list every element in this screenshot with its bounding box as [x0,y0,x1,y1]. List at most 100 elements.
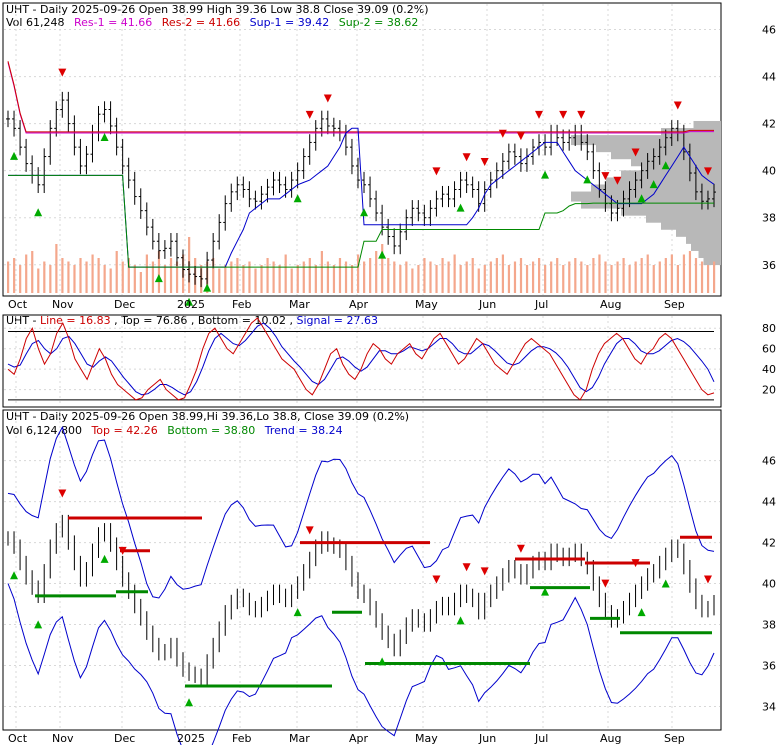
stochastic-panel-marks [4,316,720,406]
sell-arrow [703,167,712,176]
volume-bar [97,258,100,293]
volume-bar [713,261,716,293]
volume-bar [519,258,523,293]
volume-bar [604,261,607,293]
volume-bar [103,265,106,293]
price-legend-sup2: Sup-2 = 38.62 [339,16,419,29]
volume-profile-bar [661,219,721,230]
volume-bar [495,258,498,293]
price-legend-res2: Res-2 = 41.66 [162,16,240,29]
buy-arrow [34,208,43,217]
volume-bar [477,268,480,293]
stoch-legend-signal: Signal = 27.63 [296,314,378,327]
trend-sell-arrow [631,559,640,568]
stoch-legend-prefix: UHT - [6,314,40,327]
stoch-legend-bottom: Bottom = 10.02 [198,314,286,327]
volume-profile-bar [631,156,721,167]
stoch-signal-line [7,322,715,396]
trend-y-tick-label: 46 [762,455,776,468]
price-x-tick-label: Dec [114,298,135,311]
volume-bar [682,254,686,293]
price-y-tick-label: 46 [762,24,776,37]
volume-bar [67,261,70,293]
volume-bar [55,244,58,293]
volume-bar [453,254,456,293]
volume-bar [151,261,155,293]
stoch-legend-sep1: , [114,314,121,327]
price-legend-res1: Res-1 = 41.66 [74,16,152,29]
volume-bar [634,261,637,293]
volume-bar [501,254,505,293]
volume-bar [447,261,450,293]
volume-profile-bar [646,212,721,223]
volume-bar [640,258,643,293]
volume-bar [290,268,293,293]
volume-bar [435,265,438,293]
trend-sell-arrow [305,526,314,535]
volume-profile-bar [571,191,721,202]
sell-arrow [516,132,525,141]
stoch-legend-line: Line = 16.83 [40,314,111,327]
trend-buy-arrow [293,608,302,617]
volume-profile-bar [698,248,721,259]
trend-legend-top: Top = 42.26 [90,424,157,437]
volume-bar [236,258,239,293]
volume-bar [369,258,372,293]
trend-buy-arrow [541,587,550,596]
volume-bar [694,258,698,293]
trend-x-tick-label: Jul [534,732,548,745]
stoch-y-tick-label: 20 [762,384,776,397]
volume-bar [31,251,34,293]
volume-bar [688,251,692,293]
volume-bar [91,254,94,293]
volume-bar [127,258,130,293]
volume-bar [471,258,474,293]
volume-bar [459,265,462,293]
volume-bar [302,261,305,293]
trend-buy-arrow [10,571,19,580]
sell-arrow [601,172,610,181]
trend-sell-arrow [432,575,441,584]
volume-profile-bar [596,142,721,153]
volume-bar [562,265,565,293]
buy-arrow [154,274,163,283]
volume-bar [610,265,613,293]
volume-bar [109,268,112,293]
volume-bar [441,258,444,293]
volume-bar [37,268,40,293]
trend-sell-arrow [516,544,525,553]
stoch-legend-sep2: , [191,314,198,327]
volume-bar [622,258,625,293]
buy-arrow [637,194,646,203]
sell-arrow [480,157,489,166]
trend-panel-legend: Vol 6,124,800 Top = 42.26 Bottom = 38.80… [6,424,343,437]
trend-sell-arrow [601,579,610,588]
volume-profile-bar [581,198,721,209]
volume-profile-bar [676,226,721,237]
buy-arrow [649,180,658,189]
volume-bar [73,265,76,293]
volume-bar [417,265,420,293]
volume-bar [314,265,317,293]
volume-bar [254,268,257,293]
price-x-tick-label: Oct [8,298,28,311]
volume-bar [676,265,679,293]
buy-arrow [100,133,109,142]
volume-profile-bar [703,255,721,266]
volume-bar [344,261,348,293]
volume-bar [598,254,601,293]
volume-bar [157,251,161,293]
volume-bar [25,254,28,293]
trend-buy-arrow [456,616,465,625]
price-x-tick-label: May [415,298,438,311]
volume-bar [7,261,10,293]
trend-x-tick-label: Oct [8,732,28,745]
trend-buy-arrow [34,620,43,629]
volume-bar [375,251,378,293]
sell-arrow [559,110,568,119]
trend-y-tick-label: 34 [762,701,776,714]
trend-y-tick-label: 44 [762,496,776,509]
trend-y-tick-label: 38 [762,619,776,632]
